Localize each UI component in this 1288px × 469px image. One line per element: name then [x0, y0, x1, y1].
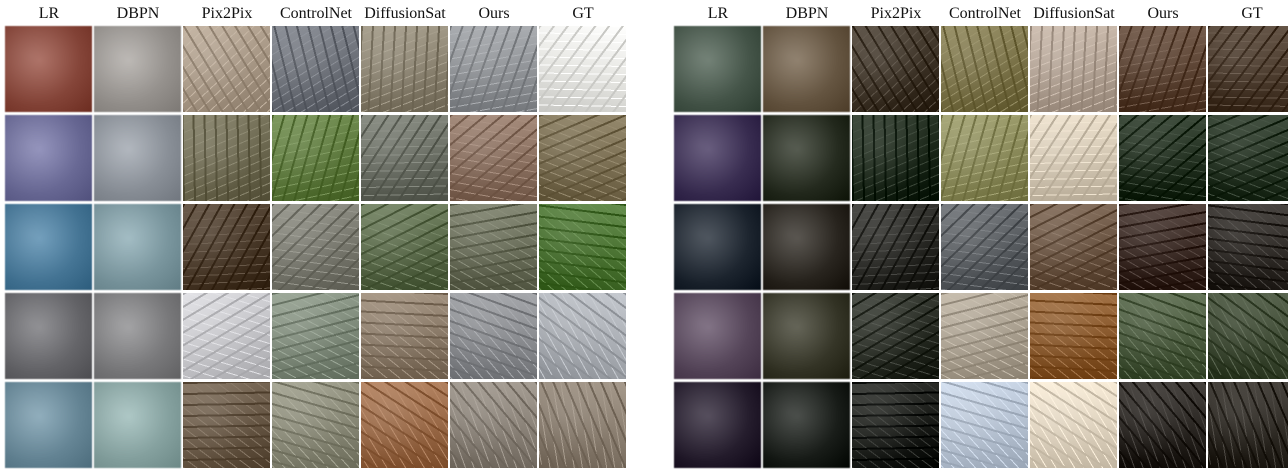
image-tile: [1030, 204, 1117, 290]
image-tile: [941, 293, 1028, 379]
image-tile: [1208, 26, 1288, 112]
image-tile: [450, 204, 537, 290]
image-tile: [183, 26, 270, 112]
image-tile: [1208, 293, 1288, 379]
column-header: LR: [38, 5, 60, 22]
column-header: Ours: [1147, 5, 1179, 22]
image-tile: [852, 293, 939, 379]
image-tile: [1119, 26, 1206, 112]
image-tile: [763, 115, 850, 201]
image-tile: [1030, 26, 1117, 112]
column-header: ControlNet: [280, 5, 352, 22]
image-tile: [1208, 382, 1288, 468]
image-tile: [674, 115, 761, 201]
image-tile: [852, 26, 939, 112]
image-tile: [94, 293, 181, 379]
image-tile: [852, 115, 939, 201]
image-tile: [539, 115, 626, 201]
image-tile: [450, 382, 537, 468]
column-header: Pix2Pix: [870, 5, 922, 22]
image-tile: [5, 115, 92, 201]
image-tile: [1208, 115, 1288, 201]
column-header: GT: [1241, 5, 1263, 22]
image-tile: [450, 26, 537, 112]
image-tile: [272, 204, 359, 290]
column-header: DiffusionSat: [364, 5, 446, 22]
image-tile: [1030, 293, 1117, 379]
image-tile: [94, 204, 181, 290]
image-tile: [94, 115, 181, 201]
image-tile: [674, 382, 761, 468]
image-tile: [941, 115, 1028, 201]
image-tile: [5, 382, 92, 468]
image-tile: [763, 382, 850, 468]
image-tile: [183, 382, 270, 468]
image-tile: [852, 204, 939, 290]
image-grid-right: [674, 26, 1288, 468]
image-tile: [1030, 115, 1117, 201]
image-tile: [5, 26, 92, 112]
image-tile: [183, 293, 270, 379]
image-tile: [361, 382, 448, 468]
image-tile: [5, 293, 92, 379]
image-tile: [674, 293, 761, 379]
image-tile: [5, 204, 92, 290]
image-tile: [450, 293, 537, 379]
image-tile: [852, 382, 939, 468]
image-tile: [1119, 382, 1206, 468]
image-tile: [361, 204, 448, 290]
image-tile: [539, 293, 626, 379]
column-header: DBPN: [785, 5, 829, 22]
image-tile: [539, 26, 626, 112]
image-tile: [450, 115, 537, 201]
column-header: LR: [707, 5, 729, 22]
image-tile: [763, 26, 850, 112]
image-tile: [941, 204, 1028, 290]
image-tile: [272, 115, 359, 201]
column-header: GT: [572, 5, 594, 22]
image-tile: [1119, 115, 1206, 201]
image-tile: [674, 26, 761, 112]
image-tile: [1208, 204, 1288, 290]
image-tile: [94, 26, 181, 112]
image-grid-left: [5, 26, 626, 468]
image-tile: [763, 293, 850, 379]
image-tile: [272, 293, 359, 379]
image-tile: [272, 26, 359, 112]
image-tile: [361, 115, 448, 201]
image-tile: [1030, 382, 1117, 468]
column-header: DiffusionSat: [1033, 5, 1115, 22]
image-tile: [941, 26, 1028, 112]
column-header: Pix2Pix: [201, 5, 253, 22]
column-header: ControlNet: [949, 5, 1021, 22]
image-tile: [94, 382, 181, 468]
image-tile: [183, 204, 270, 290]
image-tile: [539, 204, 626, 290]
column-header: Ours: [478, 5, 510, 22]
image-tile: [674, 204, 761, 290]
image-tile: [539, 382, 626, 468]
image-tile: [1119, 204, 1206, 290]
image-tile: [183, 115, 270, 201]
column-header: DBPN: [116, 5, 160, 22]
image-tile: [361, 26, 448, 112]
image-tile: [272, 382, 359, 468]
image-tile: [1119, 293, 1206, 379]
image-tile: [763, 204, 850, 290]
image-tile: [941, 382, 1028, 468]
image-tile: [361, 293, 448, 379]
